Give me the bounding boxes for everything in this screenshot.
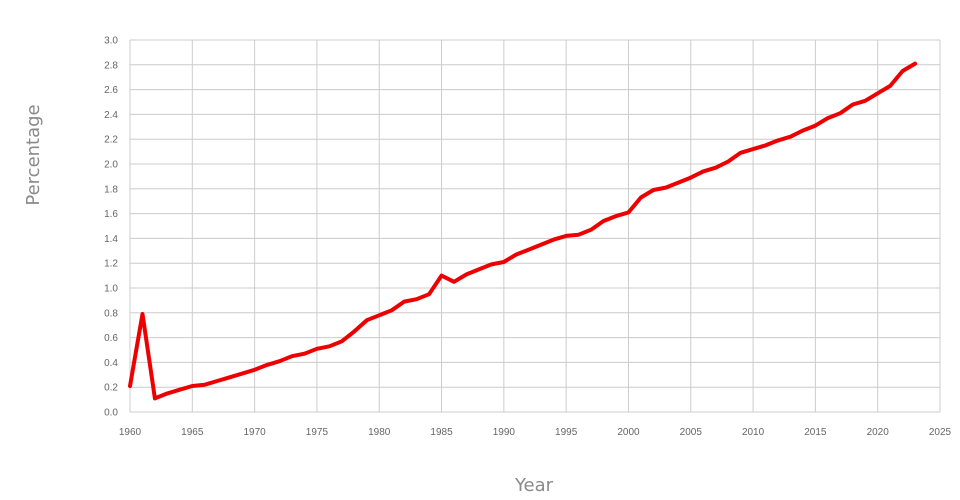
y-tick-label: 0.6 [104, 333, 118, 344]
y-tick-label: 2.2 [104, 135, 118, 146]
y-tick-label: 0.2 [104, 383, 118, 394]
y-tick-label: 1.0 [104, 284, 118, 295]
y-tick-label: 3.0 [104, 36, 118, 47]
chart-series [128, 61, 918, 401]
y-tick-label: 1.2 [104, 259, 118, 270]
y-tick-label: 1.8 [104, 184, 118, 195]
y-tick-label: 1.4 [104, 234, 118, 245]
y-axis-ticks: 0.0 0.2 0.4 0.6 0.8 1.0 1.2 1.4 1.6 1.8 2.0 2.2 2.4 2… [104, 36, 118, 419]
x-tick-label: 2020 [867, 427, 890, 438]
x-axis-ticks: 1960 1965 1970 1975 1980 1985 1990 1995 2000 2005… [119, 427, 952, 438]
y-axis-title: Percentage [23, 104, 44, 205]
x-tick-label: 1980 [368, 427, 391, 438]
x-tick-label: 1960 [119, 427, 142, 438]
y-tick-label: 0.4 [104, 358, 118, 369]
chart-grid [129, 39, 941, 413]
x-tick-label: 2005 [680, 427, 703, 438]
x-tick-label: 2000 [617, 427, 640, 438]
x-tick-label: 1995 [555, 427, 578, 438]
y-tick-label: 2.6 [104, 85, 118, 96]
y-tick-label: 2.0 [104, 160, 118, 171]
y-tick-label: 0.8 [104, 308, 118, 319]
y-tick-label: 1.6 [104, 209, 118, 220]
x-tick-label: 1970 [243, 427, 266, 438]
x-tick-label: 2010 [742, 427, 765, 438]
y-tick-label: 2.4 [104, 110, 118, 121]
y-tick-label: 0.0 [104, 408, 118, 419]
x-tick-label: 1985 [430, 427, 453, 438]
series-line [128, 61, 918, 401]
x-tick-label: 2015 [804, 427, 827, 438]
y-tick-label: 2.8 [104, 60, 118, 71]
x-tick-label: 1975 [306, 427, 329, 438]
x-tick-label: 1990 [493, 427, 516, 438]
x-tick-label: 1965 [181, 427, 204, 438]
x-axis-title: Year [514, 475, 554, 496]
x-tick-label: 2025 [929, 427, 952, 438]
